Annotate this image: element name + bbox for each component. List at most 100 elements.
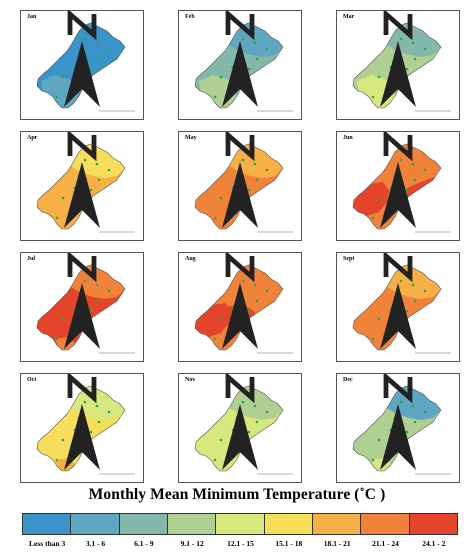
station-dot xyxy=(253,404,257,408)
station-dot xyxy=(213,458,217,462)
station-dot xyxy=(55,337,59,341)
station-dot xyxy=(61,438,65,442)
station-dot xyxy=(265,410,269,414)
station-dot xyxy=(107,168,111,172)
month-label: Jun xyxy=(343,135,353,141)
station-dot xyxy=(377,438,381,442)
station-dot xyxy=(219,196,223,200)
station-dot xyxy=(371,216,375,220)
north-arrow-icon xyxy=(380,253,416,349)
temperature-zone xyxy=(229,144,283,178)
legend-swatch xyxy=(360,513,410,535)
station-dot xyxy=(405,67,409,71)
province-border xyxy=(352,22,442,109)
station-dot xyxy=(413,178,417,182)
station-dot xyxy=(413,57,417,61)
station-dot xyxy=(405,188,409,192)
station-dot xyxy=(213,95,217,99)
station-dot xyxy=(89,430,93,434)
station-dot xyxy=(399,279,403,283)
station-dot xyxy=(95,162,99,166)
station-dot xyxy=(83,158,87,162)
station-dot xyxy=(399,400,403,404)
legend-labels: Less than 3 3.1 - 6 6.1 - 9 9.1 - 12 12.1 - … xyxy=(23,539,458,551)
month-label: Oct xyxy=(27,377,37,383)
legend-swatch xyxy=(70,513,120,535)
map-panel-jun: Jun xyxy=(336,131,460,241)
station-dot xyxy=(97,57,101,61)
temperature-zone xyxy=(229,386,283,420)
station-dot xyxy=(213,216,217,220)
station-dot xyxy=(253,162,257,166)
station-dot xyxy=(97,178,101,182)
station-dot xyxy=(97,299,101,303)
month-label: Aug xyxy=(185,256,196,262)
legend-swatch xyxy=(118,513,168,535)
legend-label: 9.1 - 12 xyxy=(180,539,204,548)
map-panel-apr: Apr xyxy=(20,131,144,241)
station-dot xyxy=(411,162,415,166)
station-dot xyxy=(423,289,427,293)
legend-title: Monthly Mean Minimum Temperature (˚C ) xyxy=(88,486,386,503)
map-panel-mar: Mar xyxy=(336,10,460,120)
legend-swatch xyxy=(166,513,217,535)
station-dot xyxy=(241,400,245,404)
station-dot xyxy=(371,95,375,99)
map-panel-nov: Nov xyxy=(178,373,302,483)
station-dot xyxy=(55,216,59,220)
station-dot xyxy=(247,430,251,434)
province-border xyxy=(352,143,442,230)
station-dot xyxy=(265,47,269,51)
month-label: Jul xyxy=(27,256,36,262)
map-panel-jul: Jul xyxy=(20,252,144,362)
station-dot xyxy=(265,289,269,293)
north-arrow-icon xyxy=(380,374,416,470)
station-dot xyxy=(405,430,409,434)
month-label: May xyxy=(185,135,197,141)
temperature-zone xyxy=(387,265,441,299)
legend-swatch xyxy=(408,513,458,535)
province-border xyxy=(36,143,126,230)
station-dot xyxy=(377,196,381,200)
station-dot xyxy=(95,404,99,408)
map-panel-may: May xyxy=(178,131,302,241)
station-dot xyxy=(247,188,251,192)
map-panel-dec: Dec xyxy=(336,373,460,483)
station-dot xyxy=(55,458,59,462)
station-dot xyxy=(411,404,415,408)
legend-label: 15.1 - 18 xyxy=(275,539,303,548)
station-dot xyxy=(255,420,259,424)
station-dot xyxy=(247,67,251,71)
month-label: Mar xyxy=(343,14,355,20)
station-dot xyxy=(411,283,415,287)
legend-swatch xyxy=(263,513,313,535)
temperature-zone xyxy=(353,182,389,216)
temperature-zone xyxy=(71,144,125,178)
north-arrow-icon xyxy=(222,11,258,107)
station-dot xyxy=(399,37,403,41)
station-dot xyxy=(377,317,381,321)
province-border xyxy=(352,385,442,472)
map-panel-oct: Oct xyxy=(20,373,144,483)
station-dot xyxy=(247,309,251,313)
map-panel-sept: Sept xyxy=(336,252,460,362)
station-dot xyxy=(219,75,223,79)
province-border xyxy=(194,143,284,230)
temperature-zone xyxy=(71,386,125,420)
maps-grid: Jan Feb Mar Apr May Jun Jul Aug Sept Oct Nov Dec xyxy=(20,10,460,483)
station-dot xyxy=(423,47,427,51)
legend-swatch xyxy=(215,513,265,535)
north-arrow-icon xyxy=(222,374,258,470)
station-dot xyxy=(377,75,381,79)
station-dot xyxy=(89,67,93,71)
station-dot xyxy=(371,337,375,341)
legend-label: Less than 3 xyxy=(29,539,66,548)
station-dot xyxy=(255,57,259,61)
legend-swatch xyxy=(311,513,362,535)
station-dot xyxy=(241,279,245,283)
province-border xyxy=(36,264,126,351)
legend-color-bar xyxy=(22,513,458,535)
month-label: Dec xyxy=(343,377,353,383)
map-panel-aug: Aug xyxy=(178,252,302,362)
map-panel-jan: Jan xyxy=(20,10,144,120)
